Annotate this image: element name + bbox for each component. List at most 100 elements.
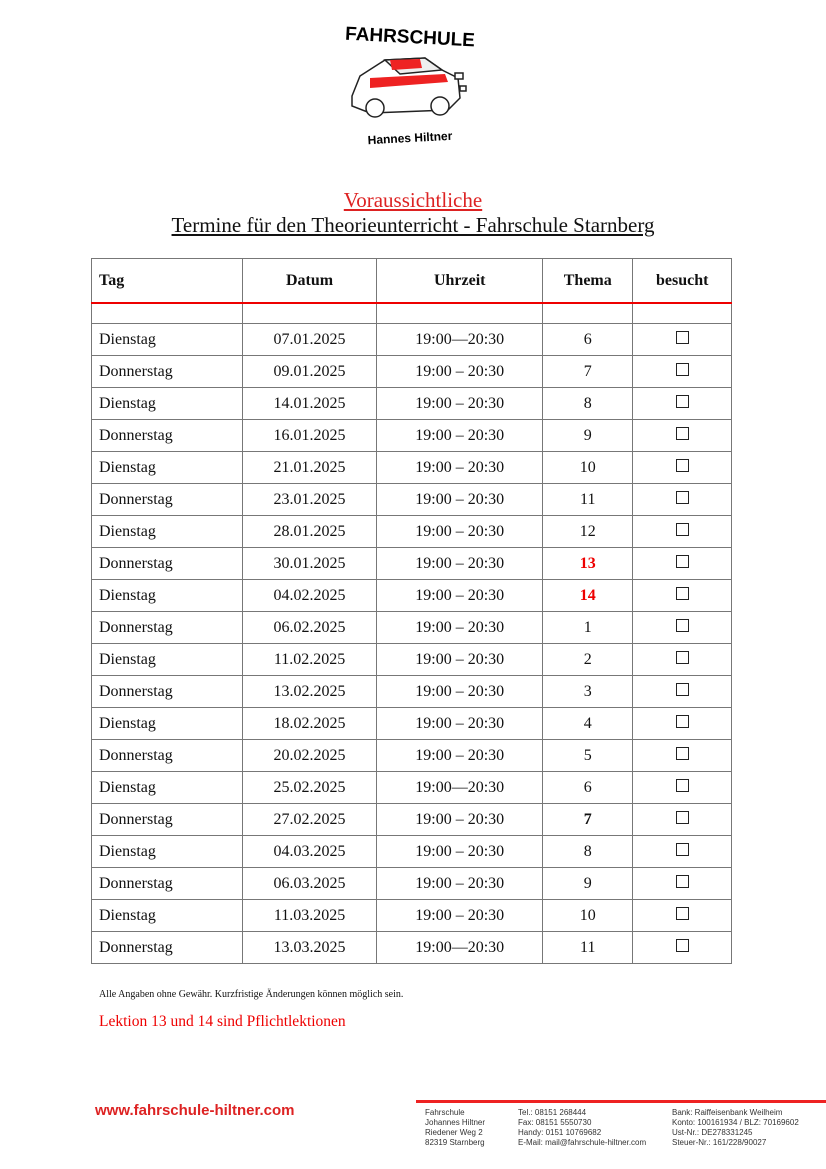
cell-datum: 11.02.2025 (241, 643, 378, 676)
attended-checkbox[interactable] (675, 426, 689, 440)
cell-tag: Dienstag (91, 899, 243, 932)
header-datum: Datum (241, 258, 378, 304)
cell-tag: Dienstag (91, 323, 243, 356)
cell-uhrzeit: 19:00 – 20:30 (376, 867, 544, 900)
cell-besucht (632, 483, 732, 516)
attended-checkbox[interactable] (675, 714, 689, 728)
cell-besucht (632, 867, 732, 900)
cell-thema: 2 (542, 643, 634, 676)
title-line-1: Voraussichtliche (343, 188, 483, 212)
table-row: Dienstag 21.01.2025 19:00 – 20:30 10 (91, 451, 732, 484)
cell-datum: 27.02.2025 (241, 803, 378, 836)
attended-checkbox[interactable] (675, 810, 689, 824)
table-row: Dienstag 07.01.2025 19:00—20:30 6 (91, 323, 732, 356)
cell-datum: 28.01.2025 (241, 515, 378, 548)
cell-thema: 12 (542, 515, 634, 548)
cell-thema: 8 (542, 835, 634, 868)
cell-tag: Donnerstag (91, 611, 243, 644)
cell-uhrzeit: 19:00 – 20:30 (376, 707, 544, 740)
table-row: Dienstag 25.02.2025 19:00—20:30 6 (91, 771, 732, 804)
attended-checkbox[interactable] (675, 906, 689, 920)
cell-uhrzeit: 19:00 – 20:30 (376, 483, 544, 516)
cell-thema: 5 (542, 739, 634, 772)
footer-contact: Tel.: 08151 268444 Fax: 08151 5550730 Hand… (518, 1108, 646, 1148)
cell-thema: 8 (542, 387, 634, 420)
attended-checkbox[interactable] (675, 394, 689, 408)
cell-datum: 04.03.2025 (241, 835, 378, 868)
mandatory-lessons-note: Lektion 13 und 14 sind Pflichtlektionen (99, 1013, 346, 1030)
cell-besucht (632, 739, 732, 772)
cell-besucht (632, 771, 732, 804)
cell-datum: 23.01.2025 (241, 483, 378, 516)
attended-checkbox[interactable] (675, 746, 689, 760)
attended-checkbox[interactable] (675, 522, 689, 536)
footer-line: Fahrschule (425, 1108, 465, 1117)
table-row: Donnerstag 06.02.2025 19:00 – 20:30 1 (91, 611, 732, 644)
attended-checkbox[interactable] (675, 874, 689, 888)
cell-uhrzeit: 19:00 – 20:30 (376, 451, 544, 484)
cell-uhrzeit: 19:00 – 20:30 (376, 355, 544, 388)
cell-thema: 3 (542, 675, 634, 708)
cell-thema: 11 (542, 931, 634, 964)
cell-thema: 11 (542, 483, 634, 516)
header-uhrzeit: Uhrzeit (376, 258, 544, 304)
attended-checkbox[interactable] (675, 650, 689, 664)
disclaimer-note: Alle Angaben ohne Gewähr. Kurzfristige Ä… (99, 989, 404, 1000)
cell-uhrzeit: 19:00 – 20:30 (376, 803, 544, 836)
cell-thema: 7 (542, 803, 634, 836)
cell-tag: Donnerstag (91, 419, 243, 452)
attended-checkbox[interactable] (675, 618, 689, 632)
attended-checkbox[interactable] (675, 490, 689, 504)
table-row: Dienstag 18.02.2025 19:00 – 20:30 4 (91, 707, 732, 740)
cell-datum: 14.01.2025 (241, 387, 378, 420)
footer-line: E-Mail: mail@fahrschule-hiltner.com (518, 1138, 647, 1147)
attended-checkbox[interactable] (675, 778, 689, 792)
cell-uhrzeit: 19:00 – 20:30 (376, 547, 544, 580)
cell-datum: 20.02.2025 (241, 739, 378, 772)
table-row: Dienstag 28.01.2025 19:00 – 20:30 12 (91, 515, 732, 548)
cell-tag: Donnerstag (91, 483, 243, 516)
cell-tag: Dienstag (91, 771, 243, 804)
attended-checkbox[interactable] (675, 586, 689, 600)
cell-thema: 4 (542, 707, 634, 740)
cell-datum: 18.02.2025 (241, 707, 378, 740)
attended-checkbox[interactable] (675, 362, 689, 376)
cell-uhrzeit: 19:00 – 20:30 (376, 387, 544, 420)
cell-besucht (632, 355, 732, 388)
cell-uhrzeit: 19:00—20:30 (376, 323, 544, 356)
cell-uhrzeit: 19:00 – 20:30 (376, 739, 544, 772)
table-row: Donnerstag 13.02.2025 19:00 – 20:30 3 (91, 675, 732, 708)
cell-thema: 9 (542, 419, 634, 452)
attended-checkbox[interactable] (675, 842, 689, 856)
title-line-2: Termine für den Theorieunterricht - Fahr… (171, 213, 655, 237)
attended-checkbox[interactable] (675, 682, 689, 696)
cell-tag: Donnerstag (91, 739, 243, 772)
website-link[interactable]: www.fahrschule-hiltner.com (95, 1102, 295, 1119)
cell-uhrzeit: 19:00 – 20:30 (376, 611, 544, 644)
footer-line: Riedener Weg 2 (425, 1128, 483, 1137)
attended-checkbox[interactable] (675, 938, 689, 952)
cell-datum: 06.03.2025 (241, 867, 378, 900)
cell-tag: Donnerstag (91, 931, 243, 964)
cell-tag: Dienstag (91, 707, 243, 740)
cell-datum: 04.02.2025 (241, 579, 378, 612)
cell-tag: Dienstag (91, 515, 243, 548)
cell-thema: 1 (542, 611, 634, 644)
table-row: Dienstag 11.03.2025 19:00 – 20:30 10 (91, 899, 732, 932)
table-row: Donnerstag 30.01.2025 19:00 – 20:30 13 (91, 547, 732, 580)
footer-divider (416, 1100, 826, 1103)
cell-datum: 07.01.2025 (241, 323, 378, 356)
cell-tag: Donnerstag (91, 867, 243, 900)
cell-thema: 9 (542, 867, 634, 900)
cell-besucht (632, 835, 732, 868)
attended-checkbox[interactable] (675, 458, 689, 472)
attended-checkbox[interactable] (675, 330, 689, 344)
cell-thema: 6 (542, 771, 634, 804)
table-row: Donnerstag 20.02.2025 19:00 – 20:30 5 (91, 739, 732, 772)
attended-checkbox[interactable] (675, 554, 689, 568)
footer-address: Fahrschule Johannes Hiltner Riedener Weg 2… (425, 1108, 485, 1148)
cell-uhrzeit: 19:00 – 20:30 (376, 835, 544, 868)
table-row: Donnerstag 09.01.2025 19:00 – 20:30 7 (91, 355, 732, 388)
cell-datum: 21.01.2025 (241, 451, 378, 484)
